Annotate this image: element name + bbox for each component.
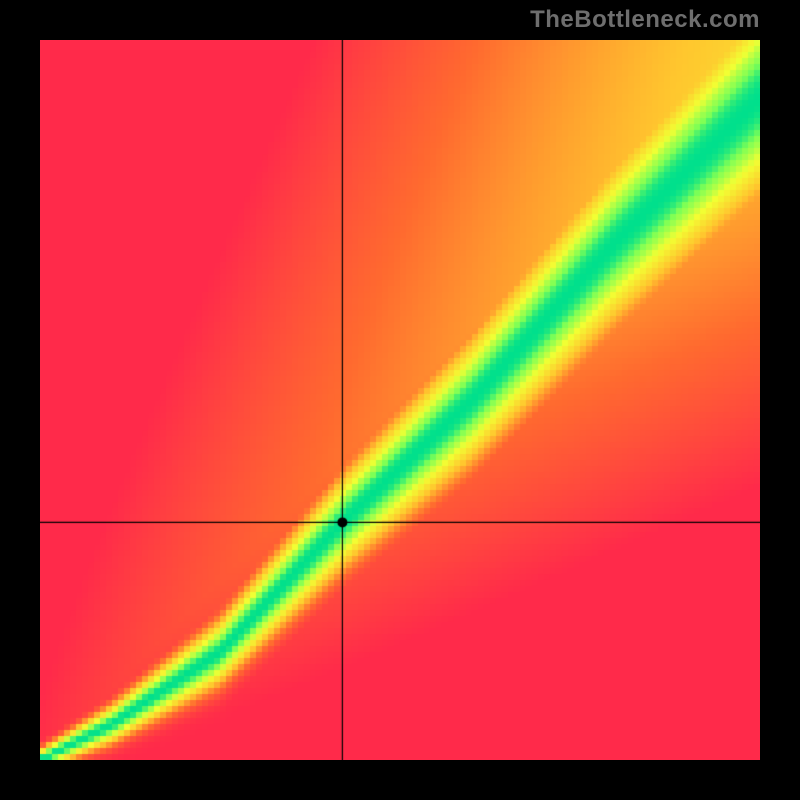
gradient-heatmap: [40, 40, 760, 760]
chart-container: TheBottleneck.com: [0, 0, 800, 800]
watermark-label: TheBottleneck.com: [530, 6, 760, 34]
